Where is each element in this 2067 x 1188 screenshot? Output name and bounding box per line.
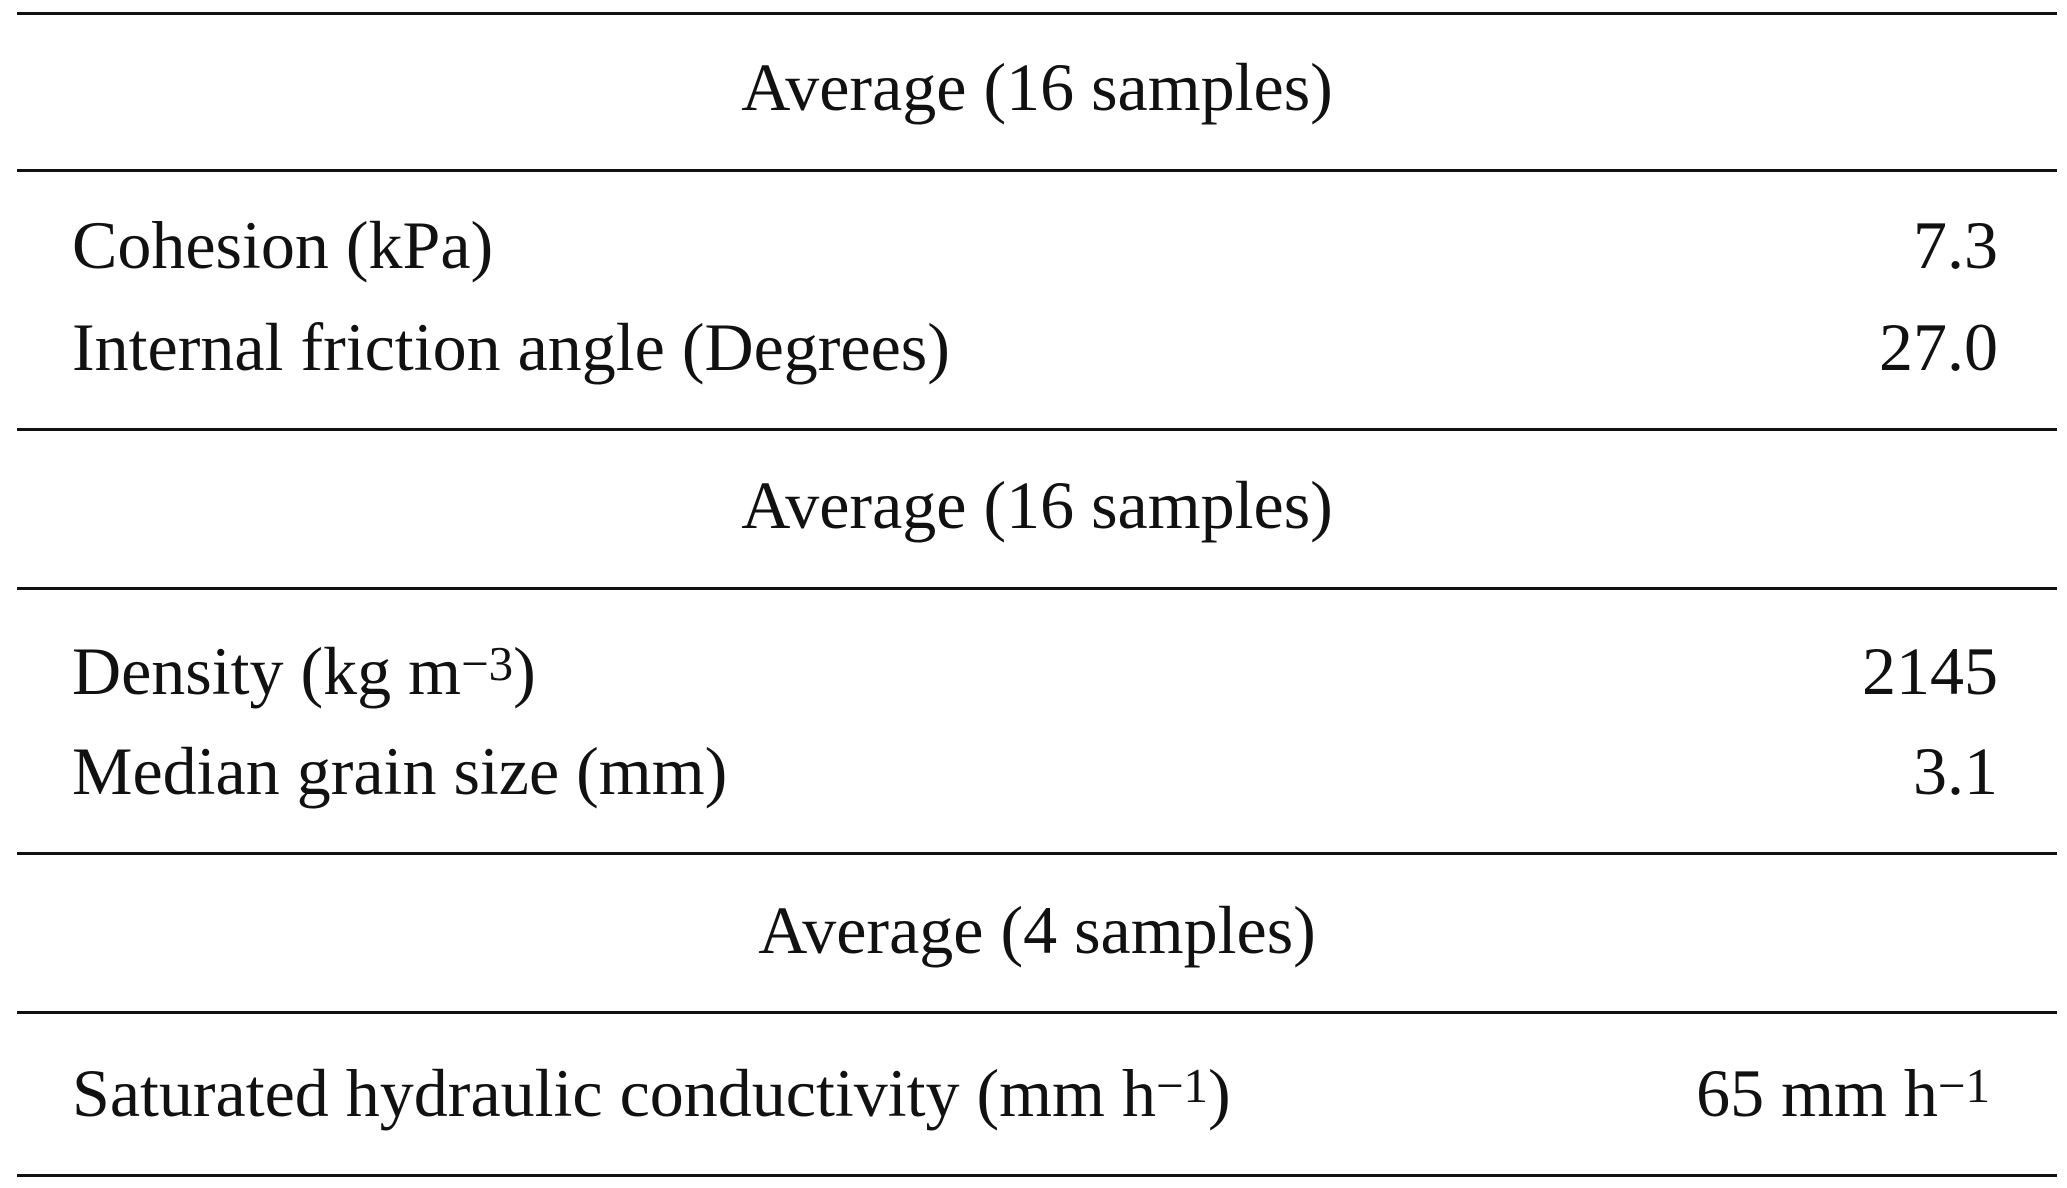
density-label-base: Density (kg m: [72, 633, 462, 709]
section-2-header-rule: [17, 587, 2057, 590]
cohesion-value: 7.3: [1913, 207, 1998, 283]
density-label: Density (kg m−3): [72, 626, 536, 716]
section-header: Average (4 samples): [17, 885, 2057, 975]
hydraulic-conductivity-label: Saturated hydraulic conductivity (mm h−1…: [72, 1048, 1231, 1138]
section-header: Average (16 samples): [17, 42, 2057, 132]
hydraulic-conductivity-value: 65 mm h−1: [1696, 1048, 1990, 1138]
hydraulic-conductivity-label-close: ): [1208, 1055, 1231, 1131]
hydraulic-conductivity-value-base: 65 mm h: [1696, 1055, 1938, 1131]
density-label-exponent: −3: [461, 636, 514, 692]
table-row: Internal friction angle (Degrees) 27.0: [17, 302, 2057, 392]
grain-size-value: 3.1: [1913, 733, 1998, 809]
top-rule: [17, 12, 2057, 15]
soil-properties-table: Average (16 samples) Cohesion (kPa) 7.3 …: [17, 0, 2057, 1188]
density-value: 2145: [1862, 633, 1998, 709]
bottom-rule: [17, 1174, 2057, 1177]
section-2-header: Average (16 samples): [741, 467, 1333, 543]
section-3-header-rule: [17, 1011, 2057, 1014]
section-header: Average (16 samples): [17, 460, 2057, 550]
friction-angle-value: 27.0: [1879, 309, 1998, 385]
section-1-header: Average (16 samples): [741, 49, 1333, 125]
table-row: Cohesion (kPa) 7.3: [17, 200, 2057, 290]
table-row: Median grain size (mm) 3.1: [17, 726, 2057, 816]
hydraulic-conductivity-label-exponent: −1: [1155, 1058, 1209, 1114]
section-1-header-rule: [17, 169, 2057, 172]
section-2-bottom-rule: [17, 852, 2057, 855]
friction-angle-label: Internal friction angle (Degrees): [72, 309, 950, 385]
table-row: Saturated hydraulic conductivity (mm h−1…: [17, 1048, 2057, 1138]
table-row: Density (kg m−3) 2145: [17, 626, 2057, 716]
hydraulic-conductivity-value-exponent: −1: [1937, 1058, 1990, 1114]
section-1-bottom-rule: [17, 428, 2057, 431]
hydraulic-conductivity-label-base: Saturated hydraulic conductivity (mm h: [72, 1055, 1156, 1131]
cohesion-label: Cohesion (kPa): [72, 207, 494, 283]
section-3-header: Average (4 samples): [758, 892, 1316, 968]
grain-size-label: Median grain size (mm): [72, 733, 728, 809]
density-label-close: ): [513, 633, 536, 709]
